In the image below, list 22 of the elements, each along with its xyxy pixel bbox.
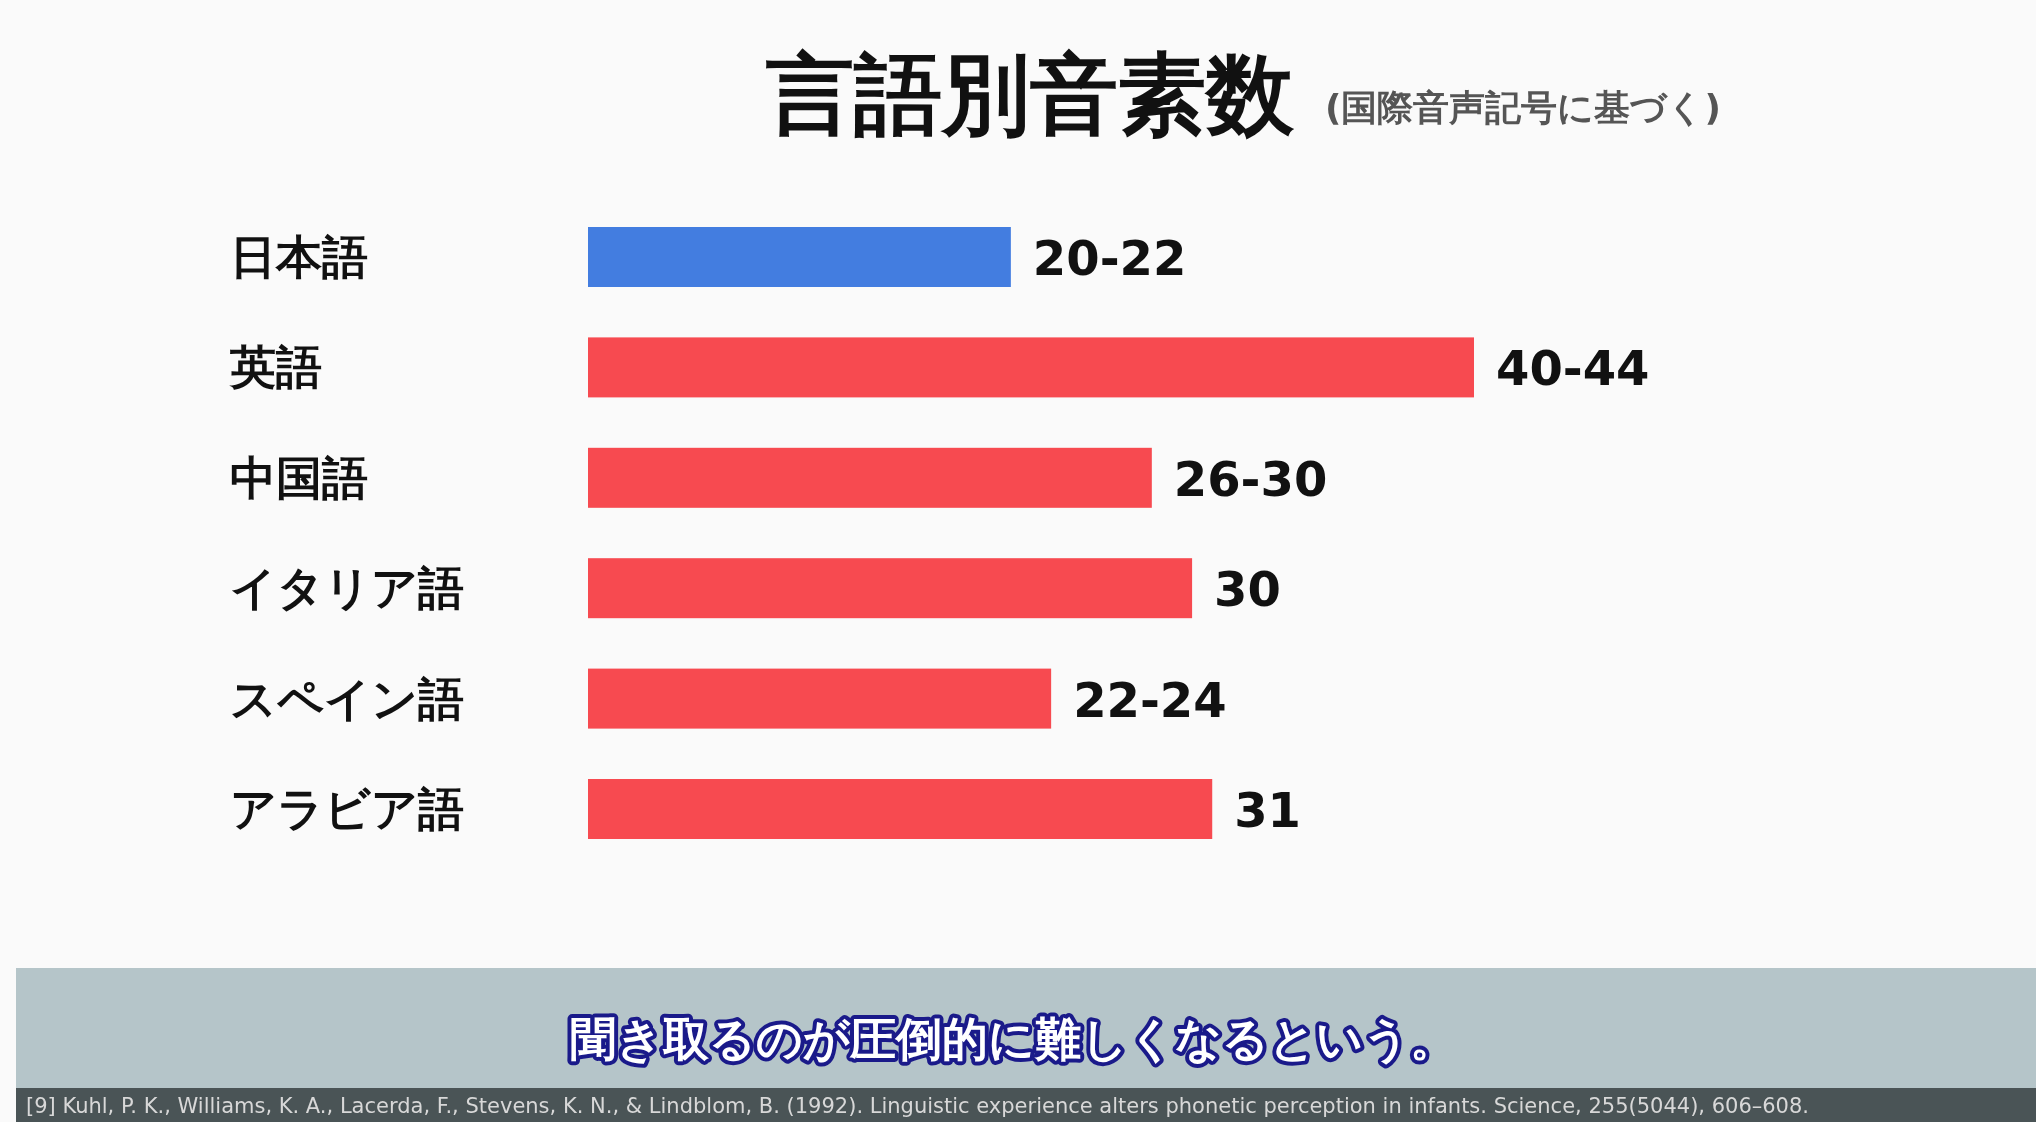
data-label: 30 — [1214, 561, 1281, 618]
y-tick-label: 英語 — [229, 340, 322, 395]
data-label: 26-30 — [1173, 450, 1328, 507]
bar — [588, 779, 1213, 839]
data-label: 22-24 — [1073, 671, 1227, 728]
data-label: 31 — [1234, 782, 1302, 838]
chart-subtitle: (国際音声記号に基づく) — [1325, 87, 1721, 128]
data-label: 40-44 — [1496, 340, 1650, 397]
y-tick-label: スペイン語 — [230, 671, 464, 726]
text: [9] Kuhl, P. K., Williams, K. A., Lacerda, F., Stevens, K. N., & Lindblom, B. (1992). Linguistic experience alters phonetic perception in infants. Science, 255(5044), 606–608. — [26, 1094, 1810, 1118]
chart-title: 言語別音素数 — [765, 43, 1295, 146]
bar — [588, 558, 1193, 619]
y-tick-label: 中国語 — [230, 450, 368, 505]
y-tick-label: 日本語 — [230, 230, 368, 284]
y-tick-label: イタリア語 — [230, 561, 464, 616]
text: 聞き取るのが圧倒的に難しくなるという。 — [570, 1012, 1456, 1066]
bar — [588, 447, 1152, 508]
bar — [588, 227, 1011, 287]
bar — [588, 668, 1052, 729]
data-label: 20-22 — [1032, 230, 1187, 286]
y-tick-label: アラビア語 — [230, 782, 464, 836]
bar — [588, 337, 1474, 398]
